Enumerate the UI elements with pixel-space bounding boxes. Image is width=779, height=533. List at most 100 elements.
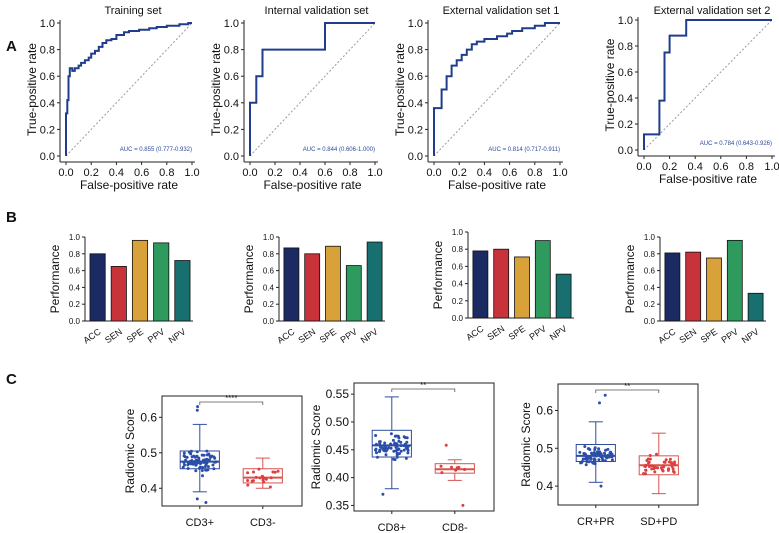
roc3-x-tick-label: 0.8 bbox=[527, 167, 542, 179]
bars1-bar-spe bbox=[131, 239, 149, 322]
box2-plot-frame bbox=[353, 382, 495, 512]
box1-cd3-data-point bbox=[254, 475, 258, 479]
bars1-x-tick-label: ACC bbox=[81, 326, 103, 345]
bars3-y-tick-label: 0.2 bbox=[452, 297, 464, 306]
box1-cd3-data-point bbox=[207, 452, 211, 456]
box1-cd3-data-point bbox=[186, 467, 190, 470]
box1-cd3-data-point bbox=[268, 485, 272, 489]
box1-cd3-data-point bbox=[184, 458, 188, 462]
box1-cd3-data-point bbox=[206, 468, 210, 472]
box3-y-tick-label: 0.4 bbox=[536, 479, 553, 493]
box1-cd3-data-point bbox=[183, 463, 186, 467]
roc4-x-axis-label: False-positive rate bbox=[659, 172, 757, 186]
box2-cd8-data-point bbox=[404, 446, 408, 450]
bars4-y-tick-label: 0.8 bbox=[644, 250, 656, 259]
box2-cd8-data-point bbox=[394, 443, 398, 447]
box1-cd3-data-point bbox=[262, 480, 266, 484]
box1-cd3-data-point bbox=[260, 474, 264, 478]
box2-cd8-data-point bbox=[378, 440, 382, 444]
roc1-y-tick-label: 0.2 bbox=[40, 124, 55, 136]
bars3-bar-spe bbox=[514, 256, 530, 319]
box1-y-tick-label: 0.5 bbox=[140, 446, 157, 460]
roc4-title: External validation set 2 bbox=[654, 5, 771, 17]
box1-cd3-data-point bbox=[246, 479, 250, 482]
roc1-roc-curve bbox=[65, 22, 192, 156]
bars2-y-tick-label: 0.6 bbox=[263, 267, 275, 276]
box1-cd3-data-point bbox=[213, 456, 217, 460]
box2-cd8-data-point bbox=[399, 444, 403, 448]
roc2-x-tick-label: 0.6 bbox=[317, 167, 332, 179]
box3-sdpd-data-point bbox=[656, 466, 660, 470]
bars3-x-tick-label: ACC bbox=[464, 323, 486, 342]
roc3-y-tick-label: 0.2 bbox=[408, 124, 423, 136]
box3-sdpd-data-point bbox=[643, 465, 647, 468]
box2-y-tick-label: 0.35 bbox=[326, 498, 350, 512]
roc4-y-tick-label: 1.0 bbox=[618, 15, 633, 27]
roc2-x-tick-label: 0.4 bbox=[292, 167, 307, 179]
roc2-y-tick-label: 0.4 bbox=[224, 98, 239, 110]
bars1-x-tick-label: SEN bbox=[103, 326, 124, 345]
box1-y-tick-label: 0.4 bbox=[140, 481, 157, 495]
box2-y-tick-label: 0.55 bbox=[326, 387, 350, 401]
box1-cd3-data-point bbox=[200, 453, 204, 457]
box3-sdpd-data-point bbox=[653, 470, 657, 474]
bars1-bar-npv bbox=[174, 260, 191, 322]
box3-crpr-data-point bbox=[603, 454, 606, 458]
box3-sdpd-data-point bbox=[652, 465, 656, 469]
roc2-y-axis-label: True-positive rate bbox=[209, 43, 223, 136]
bars2-bar-ppv bbox=[345, 265, 362, 322]
bars4-bar-acc bbox=[664, 252, 681, 322]
roc1-reference-diagonal bbox=[65, 22, 193, 157]
bars3-y-tick-label: 1.0 bbox=[452, 228, 464, 237]
box3-crpr-data-point bbox=[593, 462, 597, 466]
box2-cd8-data-point bbox=[406, 448, 410, 452]
box1-cd3-data-point bbox=[258, 476, 262, 480]
box2-cd8-data-point bbox=[402, 435, 406, 439]
box3-crpr-data-point bbox=[584, 463, 588, 467]
bars3-bar-npv bbox=[555, 273, 572, 319]
box1-cd3-data-point bbox=[246, 483, 250, 487]
roc4-y-tick-label: 0.6 bbox=[618, 67, 633, 79]
box2-cd8-data-point bbox=[396, 434, 400, 438]
bars3-y-tick-label: 0.8 bbox=[452, 245, 464, 254]
bars4-x-tick-label: SPE bbox=[699, 326, 719, 345]
bars4-x-tick-label: SEN bbox=[677, 326, 698, 345]
box1-cd3-data-point bbox=[194, 469, 198, 473]
box3-crpr-data-point bbox=[599, 454, 603, 458]
box1-cd3-data-point bbox=[246, 471, 250, 475]
box2-cd8-data-point bbox=[396, 448, 400, 452]
box1-cd3-data-point bbox=[269, 476, 273, 480]
box3-sdpd-data-point bbox=[646, 457, 650, 461]
box2-cd8-data-point bbox=[376, 455, 379, 459]
bars2-y-tick-label: 1.0 bbox=[263, 233, 275, 242]
bars2-bar-spe bbox=[325, 245, 341, 322]
roc4-x-tick-label: 0.6 bbox=[713, 161, 728, 173]
roc3-x-tick-label: 0.6 bbox=[502, 167, 517, 179]
box2-significance-label: ** bbox=[420, 381, 426, 390]
roc2-y-tick-label: 1.0 bbox=[224, 18, 239, 30]
box1-cd3-data-point bbox=[200, 469, 204, 472]
roc3-y-tick-label: 0.8 bbox=[408, 45, 423, 57]
bars2-y-tick-label: 0.2 bbox=[263, 300, 275, 309]
panel-label-a: A bbox=[6, 38, 17, 55]
box1-cd3-data-point bbox=[207, 458, 211, 462]
roc3-roc-curve bbox=[433, 22, 560, 156]
box2-cd8-data-point bbox=[389, 442, 393, 446]
box3-sdpd-data-point bbox=[664, 458, 668, 462]
bars2-x-tick-label: NPV bbox=[359, 326, 380, 345]
roc1-x-tick-label: 1.0 bbox=[184, 167, 199, 179]
bars4-x-tick-label: ACC bbox=[656, 326, 678, 345]
box2-cd8-data-point bbox=[456, 467, 459, 471]
roc1-y-tick-label: 1.0 bbox=[40, 18, 55, 30]
bars3-y-axis-label: Performance bbox=[431, 240, 445, 309]
bars1-y-tick-label: 0.2 bbox=[69, 300, 81, 309]
bars4-bar-ppv bbox=[726, 239, 743, 322]
box1-y-tick-label: 0.6 bbox=[140, 410, 157, 424]
box3-sdpd-data-point bbox=[672, 470, 676, 474]
roc1-auc-annotation: AUC = 0.855 (0.777-0.932) bbox=[120, 147, 192, 153]
box3-crpr-outlier-point bbox=[599, 484, 603, 488]
box1-cd3-data-point bbox=[204, 461, 208, 465]
box2-cd8-data-point bbox=[395, 455, 399, 459]
box2-cd8-data-point bbox=[385, 447, 389, 451]
bars3-y-tick-label: 0.6 bbox=[452, 262, 464, 271]
